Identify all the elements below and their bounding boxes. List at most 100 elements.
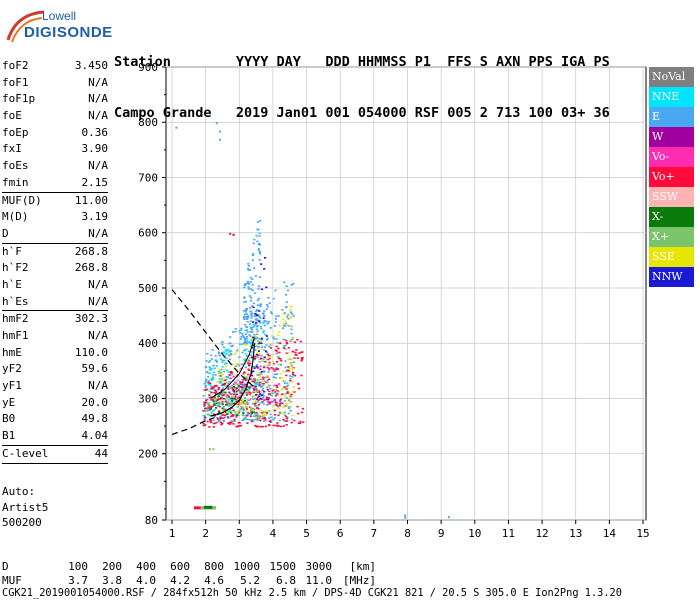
trace-point [259, 373, 262, 376]
legend-item: NoVal [649, 67, 694, 87]
trace-point [239, 381, 242, 383]
trace-point [257, 288, 260, 290]
y-tick-label: 600 [138, 227, 158, 240]
trace-point [255, 425, 258, 428]
trace-point [257, 414, 260, 417]
param-key: M(D) [2, 210, 29, 224]
trace-point [283, 411, 286, 414]
trace-point [291, 414, 294, 417]
trace-point [293, 341, 297, 343]
trace-point [240, 363, 243, 365]
trace-point [248, 398, 251, 400]
trace-point [290, 421, 293, 424]
trace-point [250, 412, 253, 415]
trace-point [254, 383, 257, 385]
trace-point [270, 416, 273, 419]
trace-point [236, 404, 239, 407]
trace-point [279, 412, 282, 415]
trace-point [230, 407, 233, 409]
trace-point [222, 417, 225, 419]
trace-point [252, 370, 255, 373]
trace-point [243, 318, 246, 320]
trace-point [270, 394, 273, 397]
trace-point [210, 396, 213, 398]
trace-point [210, 407, 213, 409]
param-separator [2, 191, 108, 193]
trace-point [234, 397, 237, 399]
trace-point [282, 405, 285, 408]
trace-point [266, 386, 269, 389]
trace-point [237, 425, 240, 427]
y-tick-label: 400 [138, 337, 158, 350]
trace-point [259, 397, 262, 400]
trace-point [234, 414, 237, 417]
param-key: foEp [2, 125, 29, 139]
trace-point [282, 347, 285, 349]
trace-point [202, 424, 205, 427]
trace-point [261, 425, 264, 428]
trace-strip [203, 505, 213, 509]
trace-point [233, 391, 236, 394]
trace-point [285, 322, 288, 325]
param-row: B0 49.8 [2, 411, 108, 428]
trace-point [256, 380, 259, 382]
param-value: 49.8 [81, 412, 109, 426]
trace-point [260, 386, 263, 388]
trace-point [214, 355, 217, 357]
trace-point [258, 232, 261, 235]
trace-point [272, 418, 275, 421]
trace-point [251, 374, 254, 377]
trace-point [266, 376, 269, 378]
trace-point [202, 401, 205, 403]
trace-point [275, 361, 279, 363]
trace-point [206, 410, 209, 412]
trace-point [260, 342, 263, 345]
auto-program: Artist5 [2, 500, 49, 514]
trace-point [292, 283, 295, 285]
trace-point [267, 386, 270, 388]
trace-point [250, 288, 253, 290]
profile-curve-mid [210, 337, 255, 399]
trace-point [252, 419, 255, 421]
trace-point [233, 397, 236, 400]
param-value: N/A [88, 226, 108, 240]
trace-point [230, 421, 233, 424]
trace-point [253, 345, 256, 348]
trace-point [288, 393, 291, 395]
param-row: B1 4.04 [2, 428, 108, 445]
trace-point [232, 390, 235, 392]
trace-point [219, 397, 222, 399]
trace-point [223, 368, 226, 371]
trace-point [244, 391, 247, 394]
param-key: foE [2, 109, 22, 123]
trace-point [261, 382, 264, 385]
trace-point [293, 391, 296, 393]
trace-point [245, 388, 248, 391]
logo-swoosh-icon [6, 10, 45, 43]
param-value: 44 [94, 446, 108, 460]
trace-point [262, 317, 265, 319]
trace-point [264, 418, 267, 420]
trace-point [274, 413, 277, 416]
trace-point [236, 397, 239, 400]
trace-point [224, 398, 227, 400]
trace-point [224, 379, 227, 381]
trace-point [230, 372, 234, 374]
trace-point [243, 286, 246, 289]
trace-point [266, 385, 270, 387]
trace-point [258, 243, 261, 246]
trace-point [262, 420, 266, 422]
param-key: hmF2 [2, 312, 29, 326]
trace-point [243, 315, 246, 318]
trace-point [215, 365, 219, 367]
trace-point [230, 352, 233, 355]
trace-point [218, 352, 221, 355]
trace-point [251, 385, 255, 387]
logo-text-lowell: Lowell [42, 9, 77, 23]
trace-point [220, 414, 223, 417]
trace-point [212, 391, 215, 394]
trace-point [205, 378, 208, 380]
trace-point [231, 404, 234, 406]
param-row: h`F 268.8 [2, 244, 108, 261]
trace-point [265, 381, 268, 384]
